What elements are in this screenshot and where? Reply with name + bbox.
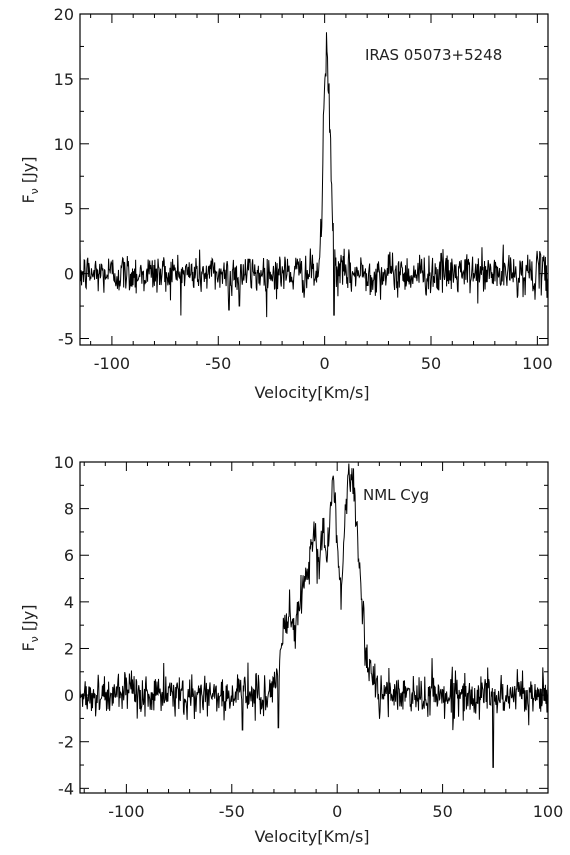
y-tick-label: 2 — [64, 639, 74, 658]
y-axis-label-unit: [Jy] — [19, 156, 38, 183]
chart-bottom: -100 -50 0 50 100 -4 -2 0 2 4 6 8 10 NML Cyg Veloci… — [19, 453, 563, 846]
y-tick-label: -4 — [58, 779, 74, 798]
y-tick-label: 0 — [64, 686, 74, 705]
annotation-label: NML Cyg — [363, 486, 429, 504]
annotation-label: IRAS 05073+5248 — [365, 46, 502, 64]
y-tick-label: 6 — [64, 546, 74, 565]
x-tick-label: -50 — [205, 354, 231, 373]
y-tick-label: 8 — [64, 500, 74, 519]
y-axis-label: Fν [Jy] — [19, 156, 41, 203]
y-axis-label-sub: ν — [28, 636, 41, 642]
x-tick-label: 50 — [421, 354, 441, 373]
y-tick-label: 20 — [54, 5, 74, 24]
y-tick-label: -2 — [58, 733, 74, 752]
spectrum-line — [79, 32, 549, 318]
y-tick-label: 10 — [54, 135, 74, 154]
y-tick-labels: -5 0 5 10 15 20 — [54, 5, 74, 349]
y-axis-label-unit: [Jy] — [19, 604, 38, 631]
x-tick-labels: -100 -50 0 50 100 — [94, 354, 553, 373]
tick-marks — [80, 461, 549, 793]
x-axis-label: Velocity[Km/s] — [254, 827, 369, 846]
y-tick-label: 15 — [54, 70, 74, 89]
x-tick-label: -100 — [108, 802, 144, 821]
x-tick-label: 0 — [320, 354, 330, 373]
plot-frame — [79, 13, 549, 346]
x-tick-labels: -100 -50 0 50 100 — [108, 802, 563, 821]
tick-marks — [80, 13, 548, 345]
x-tick-label: -50 — [219, 802, 245, 821]
x-tick-label: 50 — [432, 802, 452, 821]
plot-frame — [79, 461, 549, 794]
x-axis-label: Velocity[Km/s] — [254, 383, 369, 402]
y-tick-labels: -4 -2 0 2 4 6 8 10 — [54, 453, 74, 798]
y-axis-label-main: F — [19, 642, 38, 651]
x-tick-label: -100 — [94, 354, 130, 373]
y-tick-label: 10 — [54, 453, 74, 472]
y-axis-label-sub: ν — [28, 188, 41, 194]
x-tick-label: 100 — [533, 802, 564, 821]
x-tick-label: 0 — [332, 802, 342, 821]
y-axis-label: Fν [Jy] — [19, 604, 41, 651]
y-tick-label: 5 — [64, 200, 74, 219]
y-axis-label-main: F — [19, 194, 38, 203]
spectrum-line — [79, 463, 549, 768]
y-tick-label: 0 — [64, 265, 74, 284]
x-tick-label: 100 — [522, 354, 553, 373]
y-tick-label: -5 — [58, 330, 74, 349]
y-tick-label: 4 — [64, 593, 74, 612]
